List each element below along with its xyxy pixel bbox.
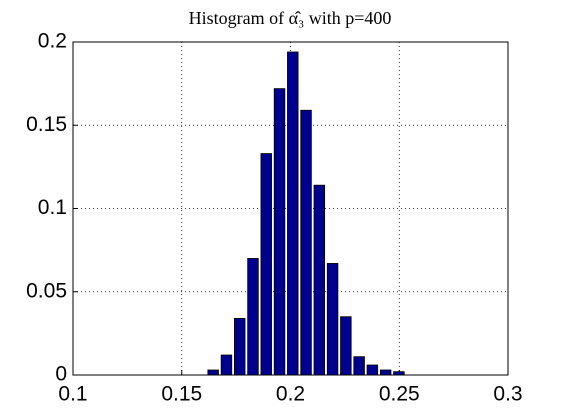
bar	[326, 263, 339, 376]
bar	[260, 153, 272, 376]
axes-box	[72, 41, 509, 376]
y-tick-label: 0	[55, 363, 67, 386]
x-tick-label: 0.15	[161, 383, 202, 406]
bar	[247, 258, 259, 376]
bar	[207, 369, 219, 376]
y-tick-label: 0.15	[26, 113, 67, 136]
bar	[287, 51, 299, 376]
x-tick-label: 0.2	[276, 383, 305, 406]
y-tick-label: 0.05	[26, 279, 67, 302]
chart-title: Histogram of α̂₃ with p=400	[189, 8, 392, 28]
x-tick-label: 0.1	[58, 383, 87, 406]
bar	[234, 317, 246, 376]
bar	[340, 316, 352, 376]
bar	[273, 88, 286, 376]
bar	[313, 184, 326, 376]
x-tick-label: 0.3	[493, 383, 522, 406]
bar	[220, 354, 233, 376]
bar	[366, 364, 379, 376]
bar	[300, 109, 312, 376]
y-tick-label: 0.1	[38, 196, 67, 219]
bar	[379, 369, 392, 376]
x-tick-label: 0.25	[379, 383, 420, 406]
y-tick-label: 0.2	[38, 30, 67, 53]
bar	[353, 356, 365, 376]
